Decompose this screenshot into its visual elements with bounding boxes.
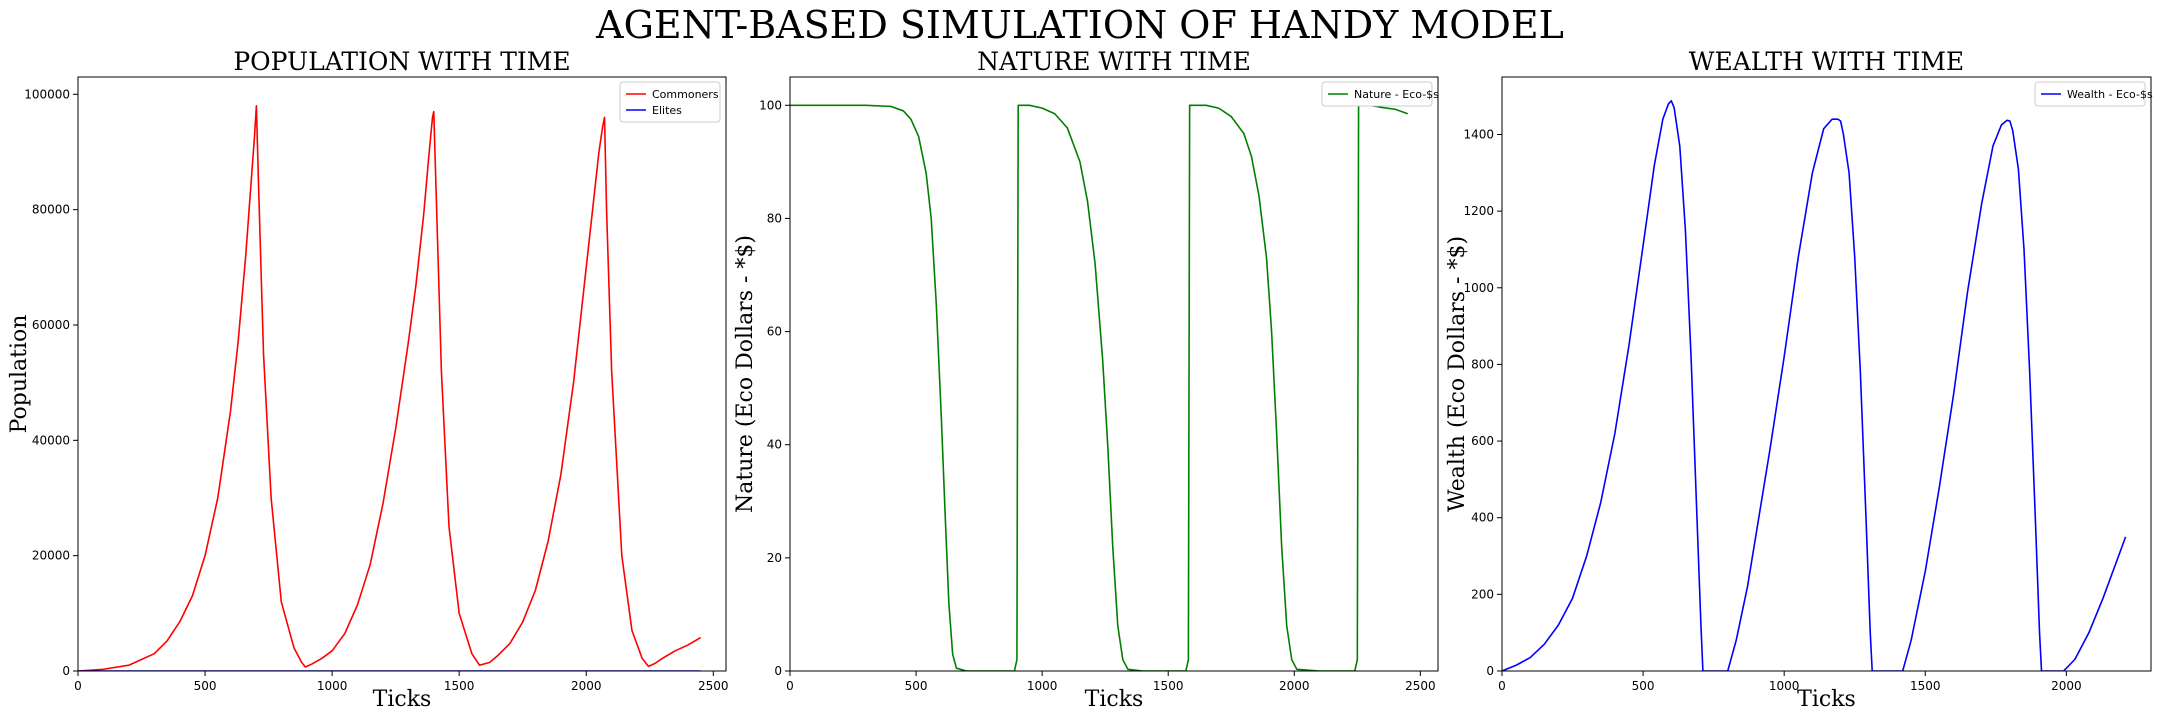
nature-y-tick-label: 80 (767, 211, 782, 225)
population-y-tick-label: 60000 (32, 318, 70, 332)
population-legend-label: Elites (652, 104, 682, 117)
population-chart-title: POPULATION WITH TIME (233, 47, 570, 76)
wealth-x-tick-label: 1000 (1769, 679, 1800, 693)
wealth-legend: Wealth - Eco-$s (2034, 81, 2153, 107)
population-chart: POPULATION WITH TIME Ticks Population 0 500 1… (7, 47, 729, 712)
nature-legend: Nature - Eco-$s (1321, 81, 1439, 107)
population-x-tick-label: 0 (74, 679, 82, 693)
population-x-tick-label: 2500 (698, 679, 729, 693)
wealth-x-tick-label: 2000 (2051, 679, 2082, 693)
wealth-y-tick-label: 800 (1471, 357, 1494, 371)
figure-title: AGENT-BASED SIMULATION OF HANDY MODEL (595, 3, 1564, 47)
population-x-tick-label: 2000 (571, 679, 602, 693)
nature-x-tick-label: 1000 (1027, 679, 1058, 693)
population-x-tick-label: 1500 (444, 679, 475, 693)
nature-y-tick-label: 60 (767, 325, 782, 339)
nature-y-tick-label: 20 (767, 551, 782, 565)
wealth-series-wealth-eco-s-line (1502, 99, 2127, 671)
nature-x-axis-label: Ticks (1085, 687, 1144, 712)
wealth-y-tick-label: 400 (1471, 511, 1494, 525)
nature-y-tick-label: 100 (759, 98, 782, 112)
wealth-chart-title: WEALTH WITH TIME (1689, 47, 1964, 76)
population-y-tick-label: 20000 (32, 549, 70, 563)
nature-series-nature-eco-s-line (790, 104, 1409, 671)
wealth-y-tick-label: 1200 (1463, 204, 1494, 218)
wealth-y-tick-label: 1400 (1463, 127, 1494, 141)
nature-x-tick-label: 0 (786, 679, 794, 693)
population-legend-label: Commoners (652, 88, 719, 101)
population-y-tick-label: 100000 (24, 87, 70, 101)
nature-x-tick-label: 2000 (1279, 679, 1310, 693)
population-y-tick-label: 80000 (32, 203, 70, 217)
nature-y-tick-label: 40 (767, 438, 782, 452)
wealth-y-tick-label: 1000 (1463, 281, 1494, 295)
wealth-y-tick-label: 0 (1486, 664, 1494, 678)
nature-chart-title: NATURE WITH TIME (977, 47, 1251, 76)
nature-x-tick-label: 2500 (1405, 679, 1436, 693)
wealth-x-axis-label: Ticks (1797, 687, 1856, 712)
wealth-y-axis-label: Wealth (Eco Dollars - *$) (1445, 236, 1470, 512)
population-legend-box (619, 81, 721, 123)
nature-plot-frame (789, 76, 1439, 672)
nature-legend-box (1321, 81, 1433, 107)
population-plot-frame (77, 76, 727, 672)
wealth-x-tick-label: 1500 (1910, 679, 1941, 693)
population-x-tick-label: 500 (194, 679, 217, 693)
nature-y-tick-label: 0 (774, 664, 782, 678)
wealth-legend-box (2034, 81, 2146, 107)
wealth-x-tick-label: 500 (1632, 679, 1655, 693)
population-x-axis-label: Ticks (373, 687, 432, 712)
population-legend: Commoners Elites (619, 81, 721, 123)
wealth-plot-frame (1501, 76, 2152, 672)
wealth-y-tick-label: 600 (1471, 434, 1494, 448)
population-series-commoners-line (78, 105, 701, 671)
nature-y-axis-label: Nature (Eco Dollars - *$) (733, 235, 758, 513)
chart-panels: POPULATION WITH TIME Ticks Population 0 500 1… (7, 47, 2153, 712)
nature-x-tick-label: 500 (905, 679, 928, 693)
population-y-tick-label: 0 (62, 664, 70, 678)
population-y-axis-label: Population (7, 315, 32, 434)
nature-chart: NATURE WITH TIME Ticks Nature (Eco Dollars… (733, 47, 1439, 712)
wealth-x-tick-label: 0 (1498, 679, 1506, 693)
population-x-tick-label: 1000 (317, 679, 348, 693)
population-y-tick-label: 40000 (32, 433, 70, 447)
nature-x-tick-label: 1500 (1153, 679, 1184, 693)
wealth-legend-label: Wealth - Eco-$s (2067, 88, 2153, 101)
nature-legend-label: Nature - Eco-$s (1354, 88, 1439, 101)
wealth-y-tick-label: 200 (1471, 587, 1494, 601)
wealth-chart: WEALTH WITH TIME Ticks Wealth (Eco Dollars… (1445, 47, 2153, 712)
